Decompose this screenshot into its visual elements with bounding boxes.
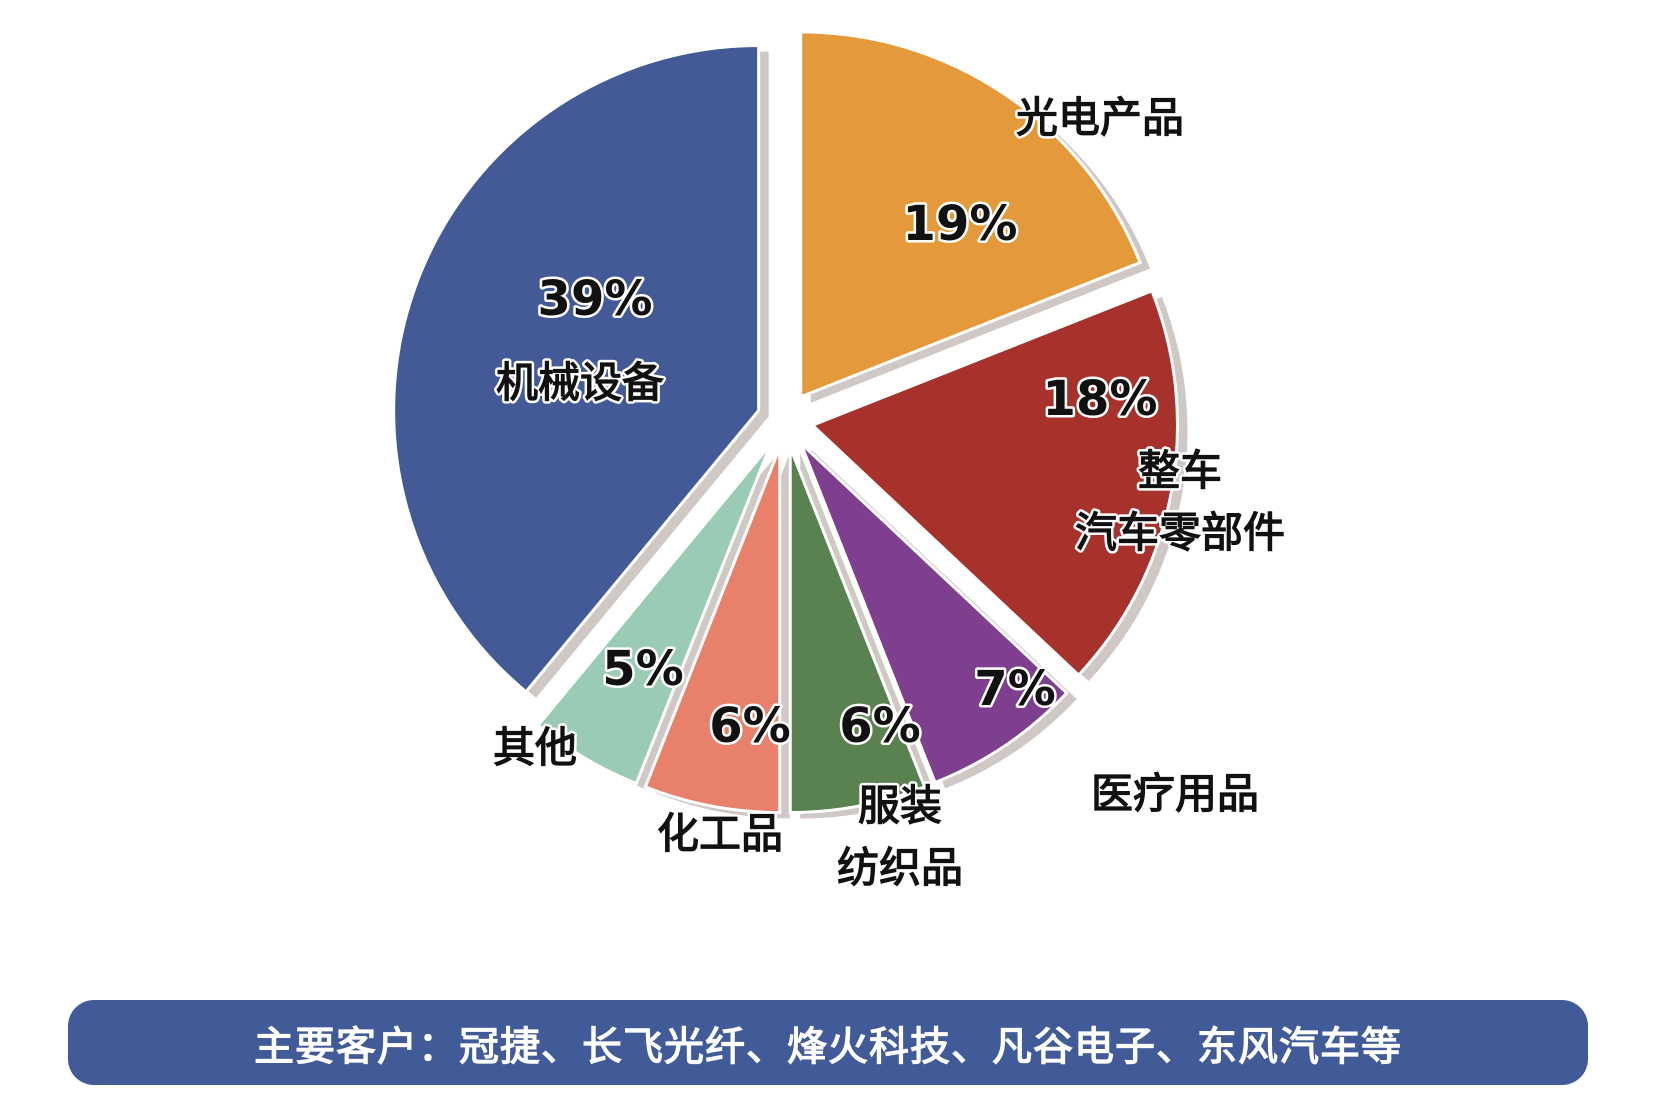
slice-value-label: 19% bbox=[903, 196, 1018, 252]
slice-category-line: 整车 bbox=[1138, 446, 1222, 495]
slices bbox=[392, 30, 1179, 815]
slice-category-line: 其他 bbox=[493, 723, 577, 772]
slice-category-label: 机械设备 bbox=[496, 358, 665, 407]
pie-slice bbox=[809, 288, 1179, 678]
slice-value-label: 5% bbox=[602, 641, 684, 697]
customer-banner-text: 主要客户：冠捷、长飞光纤、烽火科技、凡谷电子、东风汽车等 bbox=[254, 1023, 1402, 1070]
slice-category-line: 医疗用品 bbox=[1091, 769, 1259, 818]
pie-chart: 19% 光电产品 18% 整车汽车零部件 7% 医疗用品 6% 服装纺织品 6% 化工品 5% 其他 3… bbox=[392, 30, 1287, 895]
slice-category-label: 医疗用品 bbox=[1091, 769, 1259, 818]
slice-category-line: 纺织品 bbox=[837, 843, 963, 892]
slice-category-line: 光电产品 bbox=[1016, 93, 1184, 142]
pie-slice bbox=[799, 442, 1069, 785]
pie-slice bbox=[788, 446, 927, 815]
customer-banner: 主要客户：冠捷、长飞光纤、烽火科技、凡谷电子、东风汽车等 bbox=[68, 1000, 1588, 1085]
slice-category-label: 整车汽车零部件 bbox=[1075, 446, 1285, 557]
slice-value-label: 6% bbox=[839, 698, 921, 754]
slice-category-line: 化工品 bbox=[657, 809, 783, 858]
slice-category-label: 光电产品 bbox=[1016, 93, 1184, 142]
slice-value-label: 7% bbox=[974, 661, 1056, 717]
pie-slice bbox=[799, 30, 1143, 400]
pie-slice bbox=[392, 44, 761, 694]
pie-slice bbox=[535, 443, 773, 786]
slice-category-line: 汽车零部件 bbox=[1075, 508, 1285, 557]
pie-slice bbox=[643, 446, 782, 815]
slice-category-label: 化工品 bbox=[657, 809, 783, 858]
slice-category-line: 服装 bbox=[858, 781, 942, 830]
labels: 19% 光电产品 18% 整车汽车零部件 7% 医疗用品 6% 服装纺织品 6% 化工品 5% 其他 3… bbox=[490, 91, 1287, 895]
slice-category-label: 其他 bbox=[493, 723, 577, 772]
slice-category-line: 机械设备 bbox=[496, 358, 665, 407]
slice-value-label: 39% bbox=[538, 271, 653, 327]
slice-value-label: 6% bbox=[709, 698, 791, 754]
slice-category-label: 服装纺织品 bbox=[837, 781, 963, 892]
slice-value-label: 18% bbox=[1043, 371, 1158, 427]
